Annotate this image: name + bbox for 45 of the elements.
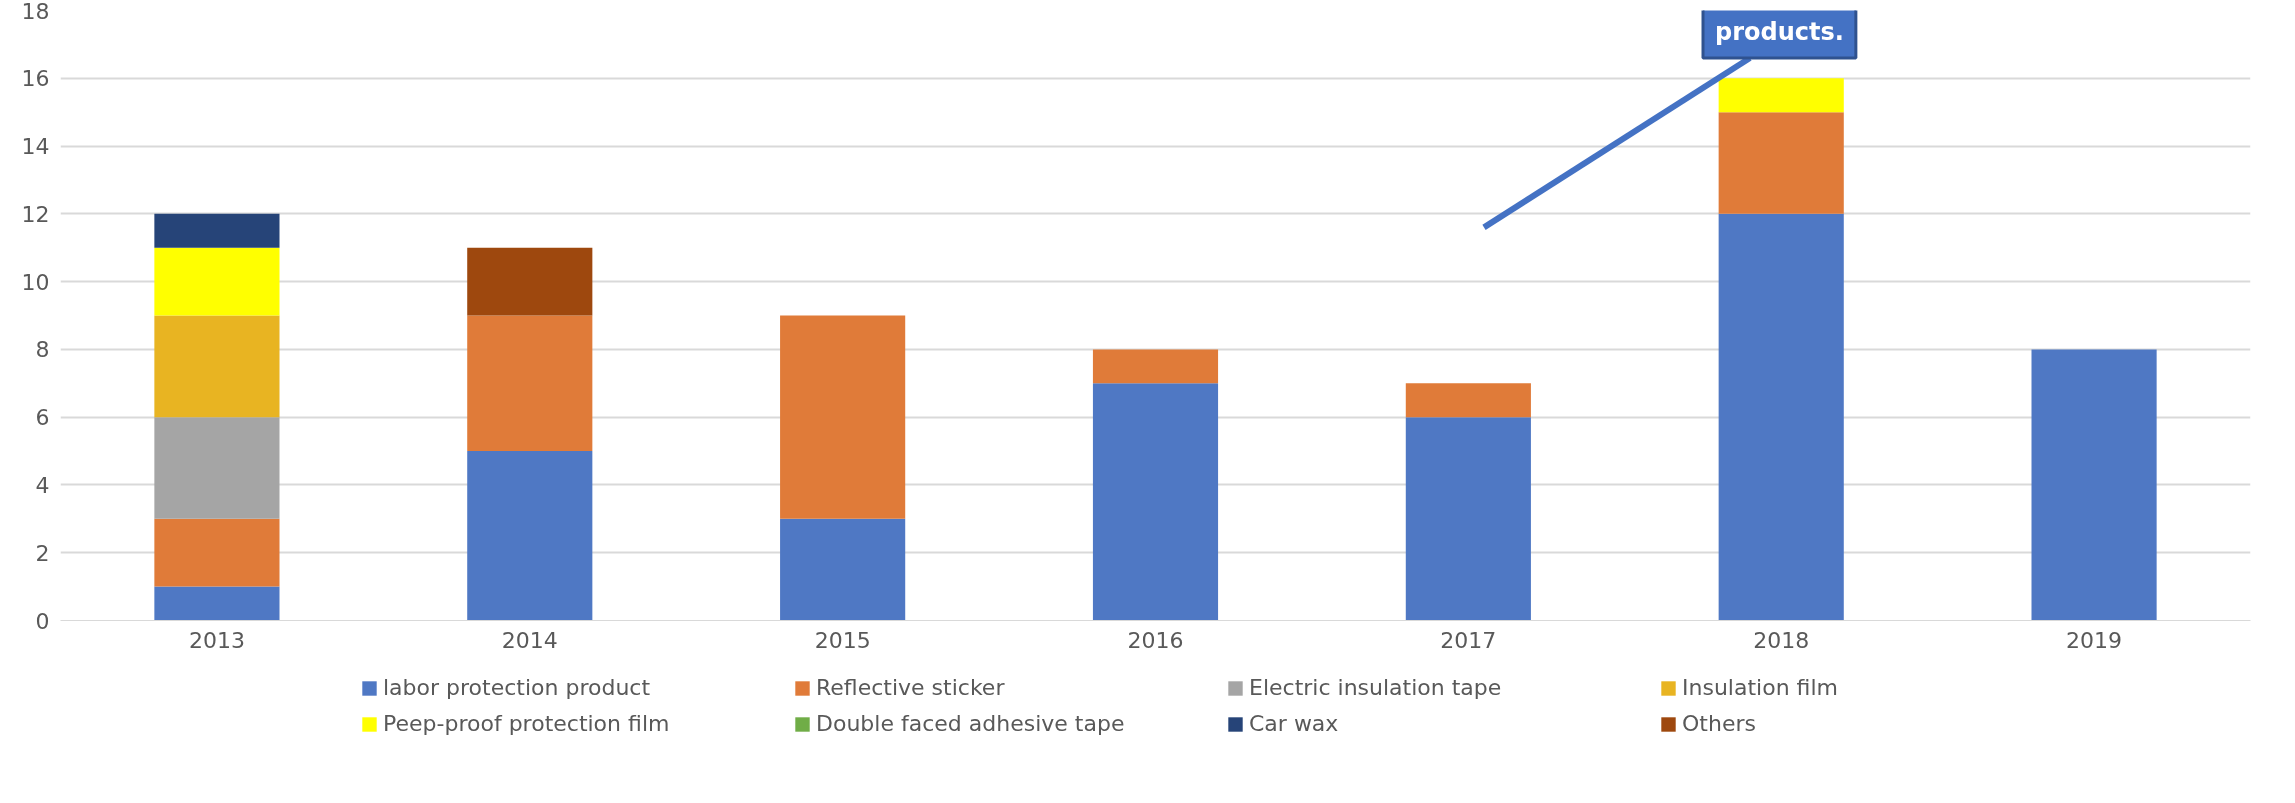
x-tick-label: 2018 [1753,627,1810,653]
y-tick-label: 18 [21,0,50,24]
bar [1718,78,1844,113]
y-tick-label: 8 [35,337,50,363]
y-tick-label: 10 [21,269,50,295]
bar [154,247,280,316]
y-tick-label: 16 [21,66,50,92]
bar [2031,349,2157,621]
bar [154,586,280,621]
bar [1405,383,1531,418]
legend-label: Others [1682,711,1757,736]
bar [780,315,906,519]
bar [154,213,280,248]
x-tick-label: 2019 [2066,627,2123,653]
bar [467,451,593,621]
legend-label: Insulation film [1682,675,1839,700]
legend-label: Reflective sticker [816,675,1006,700]
legend-label: Peep-proof protection film [383,711,671,736]
bar [1092,349,1219,384]
y-tick-label: 4 [35,472,50,498]
bar [467,247,593,316]
bar [1405,417,1531,621]
x-tick-label: 2013 [188,627,245,653]
legend-label: Car wax [1249,711,1340,736]
bar [780,518,906,621]
y-tick-label: 14 [21,134,50,160]
bar [1092,383,1219,621]
x-tick-label: 2014 [501,627,558,653]
y-tick-label: 6 [35,405,50,431]
annotation: products. [1715,17,1844,46]
x-tick-label: 2015 [814,627,871,653]
bar [1718,213,1844,621]
bar [154,315,280,418]
y-tick-label: 0 [35,608,50,634]
bar [1718,112,1844,214]
legend-label: labor protection product [383,675,652,700]
bar [154,417,280,519]
legend-label: Double faced adhesive tape [816,711,1126,736]
x-tick-label: 2016 [1127,627,1184,653]
y-tick-label: 2 [35,540,50,566]
legend-label: Electric insulation tape [1249,675,1503,700]
bar [154,518,280,587]
x-tick-label: 2017 [1440,627,1497,653]
bar [467,315,593,452]
y-tick-label: 12 [21,201,50,227]
